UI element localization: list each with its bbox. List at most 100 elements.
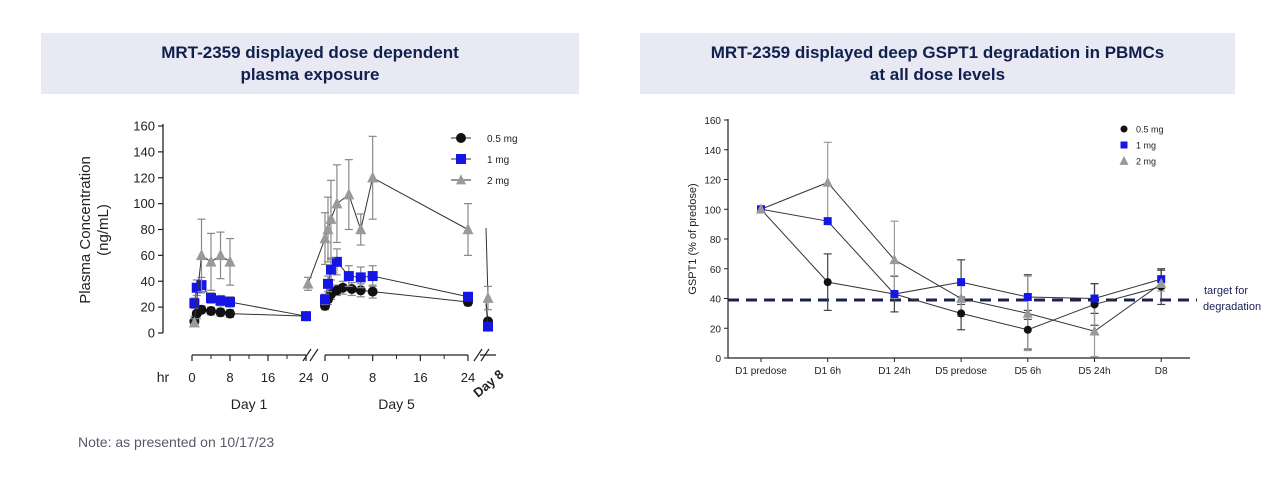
- plasma-concentration-chart: Plasma Concentration (ng/mL) hr 0 20 40 60 8…: [77, 119, 518, 413]
- right-legend-label: 1 mg: [1136, 141, 1156, 151]
- left-point-1mg: [367, 271, 378, 282]
- left-point-2mg: [343, 188, 355, 200]
- left-legend-label: 0.5 mg: [487, 134, 518, 145]
- left-point-0.5mg: [206, 306, 216, 317]
- left-point-2mg: [215, 249, 226, 261]
- right-point-2mg: [822, 176, 833, 187]
- right-x-tick-label: D1 predose: [735, 366, 787, 377]
- left-point-1mg: [343, 271, 354, 282]
- right-y-tick-label: 140: [704, 146, 721, 157]
- left-legend-marker: [456, 133, 466, 143]
- left-point-1mg: [206, 293, 216, 304]
- right-legend-label: 2 mg: [1136, 157, 1156, 167]
- left-x-tick-label: 16: [261, 370, 275, 385]
- right-x-tick-label: D5 predose: [935, 366, 987, 377]
- left-x-tick-label: 16: [413, 370, 427, 385]
- right-point-0.5mg: [1023, 325, 1032, 334]
- right-point-2mg: [1156, 277, 1167, 288]
- left-point-0.5mg: [225, 308, 235, 319]
- left-point-2mg: [322, 223, 334, 235]
- left-point-1mg: [463, 291, 473, 302]
- right-legend-marker: [1119, 155, 1129, 165]
- left-y-tick-label: 20: [141, 300, 155, 315]
- left-y-tick-label: 120: [133, 170, 155, 185]
- left-point-2mg: [224, 255, 236, 267]
- left-x-tick-label: 0: [321, 370, 328, 385]
- left-point-2mg: [302, 277, 314, 289]
- left-chart-title-line1: MRT-2359 displayed dose dependent: [161, 42, 459, 62]
- left-y-tick-label: 160: [133, 119, 155, 134]
- right-y-tick-label: 20: [710, 324, 722, 335]
- left-segment-label: Day 1: [231, 396, 268, 412]
- footnote: Note: as presented on 10/17/23: [78, 434, 275, 450]
- target-label-line2: degradation: [1203, 301, 1261, 313]
- right-legend-marker: [1120, 125, 1128, 133]
- left-x-tick-label: 24: [299, 370, 313, 385]
- left-point-2mg: [355, 223, 367, 235]
- left-point-1mg: [301, 311, 311, 322]
- left-axis-break: [309, 348, 319, 362]
- left-x-tick-label: 8: [226, 370, 233, 385]
- left-point-2mg: [367, 171, 379, 183]
- left-y-tick-label: 140: [133, 144, 155, 159]
- left-point-1mg: [189, 298, 200, 309]
- right-point-0.5mg: [823, 278, 832, 287]
- right-x-tick-label: D8: [1155, 366, 1168, 377]
- right-point-1mg: [823, 217, 832, 226]
- right-point-1mg: [1023, 293, 1032, 302]
- left-legend-label: 2 mg: [487, 176, 509, 187]
- left-point-2mg: [482, 291, 494, 303]
- left-x-tick-label: 8: [369, 370, 376, 385]
- left-y-tick-label: 40: [141, 274, 155, 289]
- left-point-1mg: [355, 272, 366, 283]
- left-legend-marker: [456, 154, 466, 164]
- left-point-2mg: [205, 255, 217, 267]
- right-point-1mg: [957, 278, 966, 287]
- right-y-tick-label: 0: [715, 354, 721, 365]
- left-point-1mg: [483, 321, 493, 332]
- right-point-2mg: [756, 203, 766, 214]
- right-legend-label: 0.5 mg: [1136, 125, 1164, 135]
- left-point-1mg: [322, 278, 333, 289]
- right-x-tick-label: D1 24h: [878, 366, 910, 377]
- right-x-tick-label: D5 6h: [1014, 366, 1041, 377]
- left-point-1mg: [225, 296, 235, 307]
- right-point-1mg: [1090, 294, 1099, 303]
- left-point-1mg: [331, 256, 342, 267]
- right-chart-title-line2: at all dose levels: [869, 64, 1006, 84]
- right-y-tick-label: 60: [710, 265, 722, 276]
- left-point-2mg: [331, 197, 343, 209]
- left-y-tick-label: 80: [141, 222, 155, 237]
- right-ylabel: GSPT1 (% of predose): [687, 183, 699, 294]
- left-axis-break: [473, 348, 483, 362]
- right-x-tick-label: D5 24h: [1078, 366, 1110, 377]
- right-x-tick-label: D1 6h: [814, 366, 841, 377]
- left-ylabel-line1: Plasma Concentration: [77, 156, 94, 304]
- left-axis-break: [302, 348, 312, 362]
- left-point-0.5mg: [337, 282, 348, 293]
- right-chart-title-line1: MRT-2359 displayed deep GSPT1 degradatio…: [710, 42, 1165, 62]
- left-point-1mg: [215, 295, 226, 306]
- right-chart-header: MRT-2359 displayed deep GSPT1 degradatio…: [640, 33, 1235, 94]
- left-x-tick-label: 0: [188, 370, 195, 385]
- left-point-2mg: [462, 223, 474, 235]
- left-point-2mg: [196, 249, 207, 261]
- left-point-1mg: [320, 294, 330, 305]
- left-point-1mg: [325, 264, 336, 275]
- left-chart-header: MRT-2359 displayed dose dependent plasma…: [41, 33, 579, 94]
- right-y-tick-label: 80: [710, 235, 722, 246]
- right-point-2mg: [889, 254, 900, 265]
- left-segment-label: Day 5: [378, 396, 415, 412]
- left-y-tick-label: 60: [141, 248, 155, 263]
- left-point-2mg: [325, 212, 337, 224]
- left-point-2mg: [188, 316, 200, 328]
- right-y-tick-label: 160: [704, 116, 721, 127]
- left-point-2mg: [319, 232, 331, 244]
- right-point-2mg: [956, 292, 967, 303]
- left-point-0.5mg: [215, 307, 226, 318]
- left-ylabel-line2: (ng/mL): [95, 204, 112, 256]
- left-point-0.5mg: [367, 286, 378, 297]
- left-y-tick-label: 0: [148, 326, 155, 341]
- left-axis-break: [480, 348, 490, 362]
